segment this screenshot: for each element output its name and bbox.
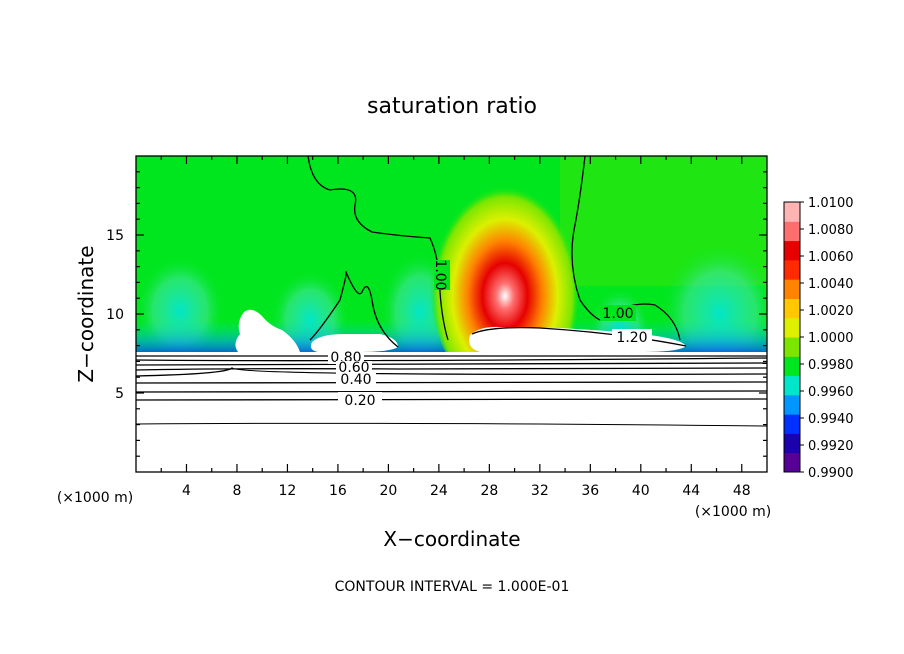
x-tick-label: 28 — [480, 483, 498, 499]
colorbar-label: 1.0000 — [808, 331, 854, 346]
colorbar-swatch — [784, 317, 800, 338]
x-tick-label: 4 — [182, 483, 191, 499]
x-tick-label: 12 — [279, 483, 297, 499]
y-axis-title: Z−coordinate — [74, 245, 98, 382]
y-tick-label: 15 — [106, 228, 124, 244]
colorbar-label: 1.0080 — [808, 223, 854, 238]
colorbar-swatch — [784, 298, 800, 319]
colorbar-swatch — [784, 259, 800, 280]
colorbar-label: 0.9920 — [808, 439, 854, 454]
contour-interval-note: CONTOUR INTERVAL = 1.000E-01 — [335, 579, 570, 595]
colorbar-label: 0.9940 — [808, 412, 854, 427]
colorbar-swatch — [784, 356, 800, 377]
plot-area — [136, 156, 767, 472]
x-tick-label: 24 — [430, 483, 448, 499]
colorbar-label: 1.0060 — [808, 250, 854, 265]
x-tick-label: 44 — [682, 483, 700, 499]
contour-label: 0.20 — [344, 393, 375, 409]
colorbar-label: 0.9900 — [808, 466, 854, 481]
y-unit-label: (×1000 m) — [57, 490, 133, 506]
x-tick-label: 32 — [531, 483, 549, 499]
colorbar: 1.0100 1.0080 1.0060 1.0040 1.0020 1.0000 0.99… — [783, 196, 854, 481]
colorbar-label: 0.9980 — [808, 358, 854, 373]
colorbar-label: 0.9960 — [808, 385, 854, 400]
colorbar-swatch — [784, 337, 800, 357]
colorbar-swatch — [784, 240, 800, 261]
x-tick-label: 8 — [232, 483, 241, 499]
chart-title: saturation ratio — [367, 94, 537, 119]
colorbar-label: 1.0100 — [808, 196, 854, 211]
contour-labels: 1.00 1.00 1.20 0.80 0.60 0.40 0.20 — [328, 259, 652, 409]
x-axis: 4 8 12 16 20 24 28 32 36 40 44 48 — [160, 156, 751, 499]
x-tick-label: 16 — [329, 483, 347, 499]
colorbar-swatch — [784, 279, 800, 299]
colorbar-swatch — [784, 414, 800, 434]
colorbar-swatch — [784, 433, 800, 454]
x-tick-label: 40 — [632, 483, 650, 499]
colorbar-swatch — [784, 221, 800, 242]
x-tick-label: 36 — [581, 483, 599, 499]
colorbar-label: 1.0020 — [808, 304, 854, 319]
colorbar-swatch — [784, 202, 800, 222]
y-tick-label: 5 — [115, 386, 124, 402]
colorbar-swatch — [784, 452, 800, 473]
colorbar-label: 1.0040 — [808, 277, 854, 292]
x-tick-label: 20 — [379, 483, 397, 499]
cloud-region-left — [235, 309, 300, 352]
y-axis: 5 10 15 — [106, 171, 767, 457]
x-tick-label: 48 — [733, 483, 751, 499]
cloud-region-mid — [310, 334, 398, 352]
contour-lines — [136, 156, 767, 427]
y-tick-label: 10 — [106, 307, 124, 323]
contour-label: 1.00 — [602, 306, 633, 322]
x-unit-label: (×1000 m) — [695, 504, 771, 520]
contour-label: 1.20 — [616, 330, 647, 346]
cloud-region-right — [469, 326, 686, 352]
contour-label: 0.40 — [340, 372, 371, 388]
x-axis-title: X−coordinate — [383, 527, 520, 551]
colorbar-swatch — [784, 375, 800, 396]
colorbar-swatch — [784, 394, 800, 415]
contour-label: 1.00 — [432, 259, 448, 290]
